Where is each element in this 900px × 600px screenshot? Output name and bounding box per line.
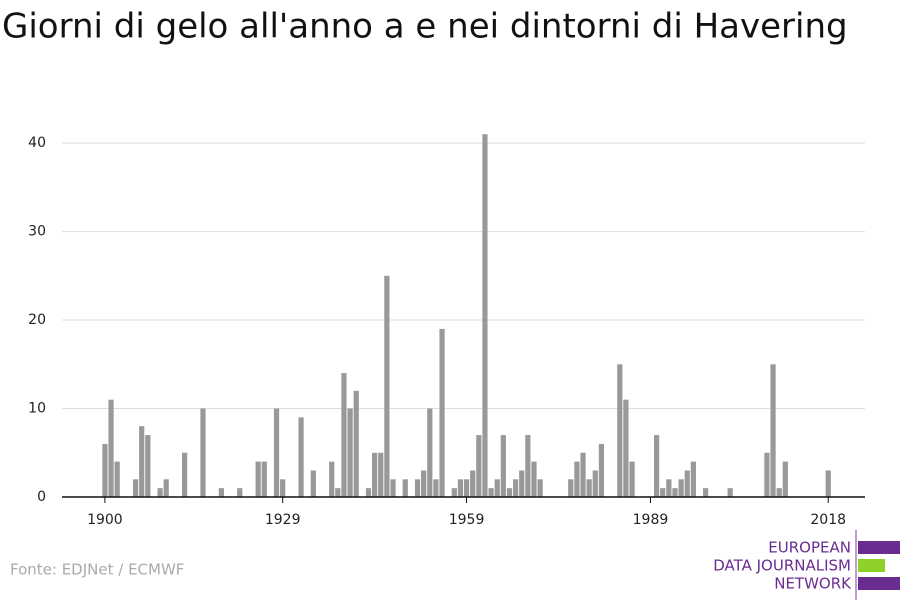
bar <box>531 461 537 497</box>
bar <box>764 452 770 497</box>
bar <box>537 479 543 497</box>
bar <box>402 479 408 497</box>
logo-text: DATA JOURNALISM <box>713 557 851 575</box>
bar <box>163 479 169 497</box>
bar <box>414 479 421 497</box>
bar <box>335 488 341 497</box>
bar <box>500 435 506 497</box>
bar <box>298 417 304 497</box>
bar <box>421 470 427 497</box>
bar <box>592 470 598 497</box>
bar <box>776 488 782 497</box>
y-tick-label: 40 <box>28 135 46 151</box>
bar <box>273 408 280 497</box>
bar <box>476 435 482 497</box>
bar <box>433 479 439 497</box>
y-tick-label: 30 <box>28 224 46 240</box>
x-tick-label: 1959 <box>449 512 485 528</box>
bar <box>353 390 359 497</box>
bar <box>255 461 261 497</box>
bar <box>439 328 445 497</box>
bar <box>347 408 353 497</box>
bar <box>463 479 470 497</box>
bar <box>427 408 433 497</box>
y-tick-label: 0 <box>37 489 46 505</box>
bar <box>139 426 145 497</box>
bar <box>237 488 243 497</box>
bar <box>586 479 592 497</box>
bar <box>623 399 629 497</box>
x-tick-label: 1929 <box>265 512 301 528</box>
logo-bar <box>858 577 900 590</box>
logo-text: EUROPEAN <box>768 539 851 557</box>
bar <box>157 488 163 497</box>
logo-bar <box>858 559 885 572</box>
bar <box>390 479 396 497</box>
bar <box>470 470 476 497</box>
bar <box>660 488 666 497</box>
bar <box>629 461 635 497</box>
bar <box>525 435 531 497</box>
bar <box>218 488 224 497</box>
bar <box>181 452 188 497</box>
bar <box>451 488 457 497</box>
x-tick-label: 1989 <box>633 512 669 528</box>
bar <box>384 275 390 497</box>
bar <box>519 470 525 497</box>
bar <box>341 373 347 497</box>
bar <box>666 479 672 497</box>
bar <box>512 479 519 497</box>
bar <box>372 452 378 497</box>
bar <box>280 479 286 497</box>
y-tick-label: 10 <box>28 401 46 417</box>
bar <box>132 479 139 497</box>
bar <box>482 134 488 497</box>
bar <box>102 443 108 497</box>
bar <box>114 461 120 497</box>
bar <box>506 488 513 497</box>
x-tick-label: 2018 <box>810 512 846 528</box>
bar <box>617 364 623 497</box>
bar <box>329 461 335 497</box>
bar <box>727 488 733 497</box>
bar <box>568 479 574 497</box>
bar <box>825 470 831 497</box>
y-tick-label: 20 <box>28 312 46 328</box>
bar <box>678 479 684 497</box>
bar <box>145 435 151 497</box>
bar <box>703 488 709 497</box>
bar <box>770 364 776 497</box>
bar <box>494 479 500 497</box>
logo-bar <box>858 541 900 554</box>
bar <box>488 488 494 497</box>
bar <box>378 452 384 497</box>
logo-text: NETWORK <box>774 575 852 593</box>
chart-title: Giorni di gelo all'anno a e nei dintorni… <box>2 7 848 47</box>
bar <box>310 470 316 497</box>
bar <box>598 443 605 497</box>
bar <box>200 408 206 497</box>
bar <box>580 452 586 497</box>
bar <box>690 461 696 497</box>
bar <box>261 461 267 497</box>
source: Fonte: EDJNet / ECMWF <box>10 561 184 579</box>
x-tick-label: 1900 <box>87 512 123 528</box>
bar <box>782 461 788 497</box>
bar <box>108 399 114 497</box>
bar <box>574 461 580 497</box>
bar <box>365 488 372 497</box>
bar <box>684 470 690 497</box>
bar <box>672 488 678 497</box>
bar <box>457 479 464 497</box>
bar <box>653 435 660 497</box>
